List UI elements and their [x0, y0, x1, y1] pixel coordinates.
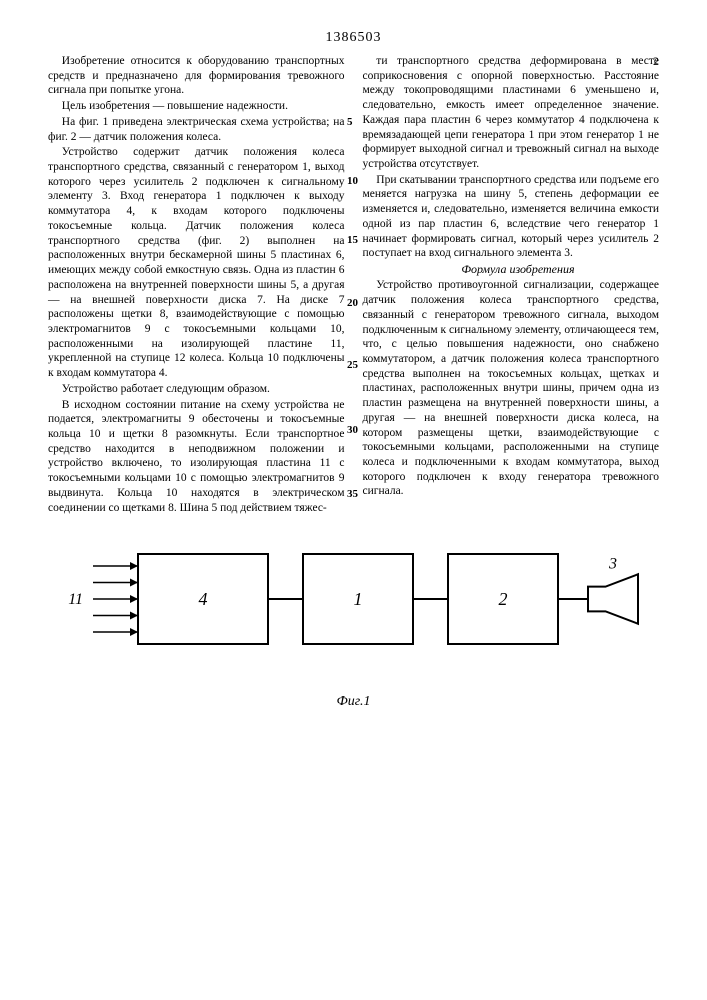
line-marker: 10	[347, 175, 358, 187]
paragraph: Цель изобретения — повышение надежности.	[48, 99, 345, 114]
svg-text:2: 2	[499, 589, 508, 609]
page: 1386503 2 5 10 15 20 25 30 35 Изобретени…	[0, 0, 707, 1000]
svg-text:3: 3	[608, 556, 617, 573]
paragraph: Изобретение относится к оборудованию тра…	[48, 54, 345, 98]
paragraph: В исходном состоянии питание на схему ус…	[48, 398, 345, 516]
paragraph: ти транспортного средства деформирована …	[363, 54, 660, 172]
figure-svg: 11 4 1 2 3	[48, 544, 668, 684]
text-columns: Изобретение относится к оборудованию тра…	[48, 54, 659, 516]
line-marker: 30	[347, 424, 358, 436]
line-marker: 35	[347, 488, 358, 500]
paragraph: Устройство содержит датчик положения кол…	[48, 145, 345, 381]
svg-text:4: 4	[199, 589, 208, 609]
paragraph: Устройство работает следующим образом.	[48, 382, 345, 397]
line-marker: 5	[347, 116, 353, 128]
column-left: Изобретение относится к оборудованию тра…	[48, 54, 345, 516]
claim-text: Устройство противоугонной сигнализации, …	[363, 278, 660, 499]
column-right: ти транспортного средства деформирована …	[363, 54, 660, 516]
paragraph: При скатывании транспортного средства ил…	[363, 173, 660, 261]
figure-caption: Фиг.1	[48, 694, 659, 710]
line-marker: 15	[347, 234, 358, 246]
svg-text:1: 1	[354, 589, 363, 609]
page-number-right: 2	[653, 54, 659, 69]
figure-1: 11 4 1 2 3 Фиг.1	[48, 544, 659, 710]
patent-number: 1386503	[48, 30, 659, 46]
svg-text:11: 11	[68, 591, 83, 608]
paragraph: На фиг. 1 приведена электрическая схема …	[48, 115, 345, 144]
claim-title: Формула изобретения	[363, 262, 660, 277]
line-marker: 20	[347, 297, 358, 309]
line-marker: 25	[347, 359, 358, 371]
